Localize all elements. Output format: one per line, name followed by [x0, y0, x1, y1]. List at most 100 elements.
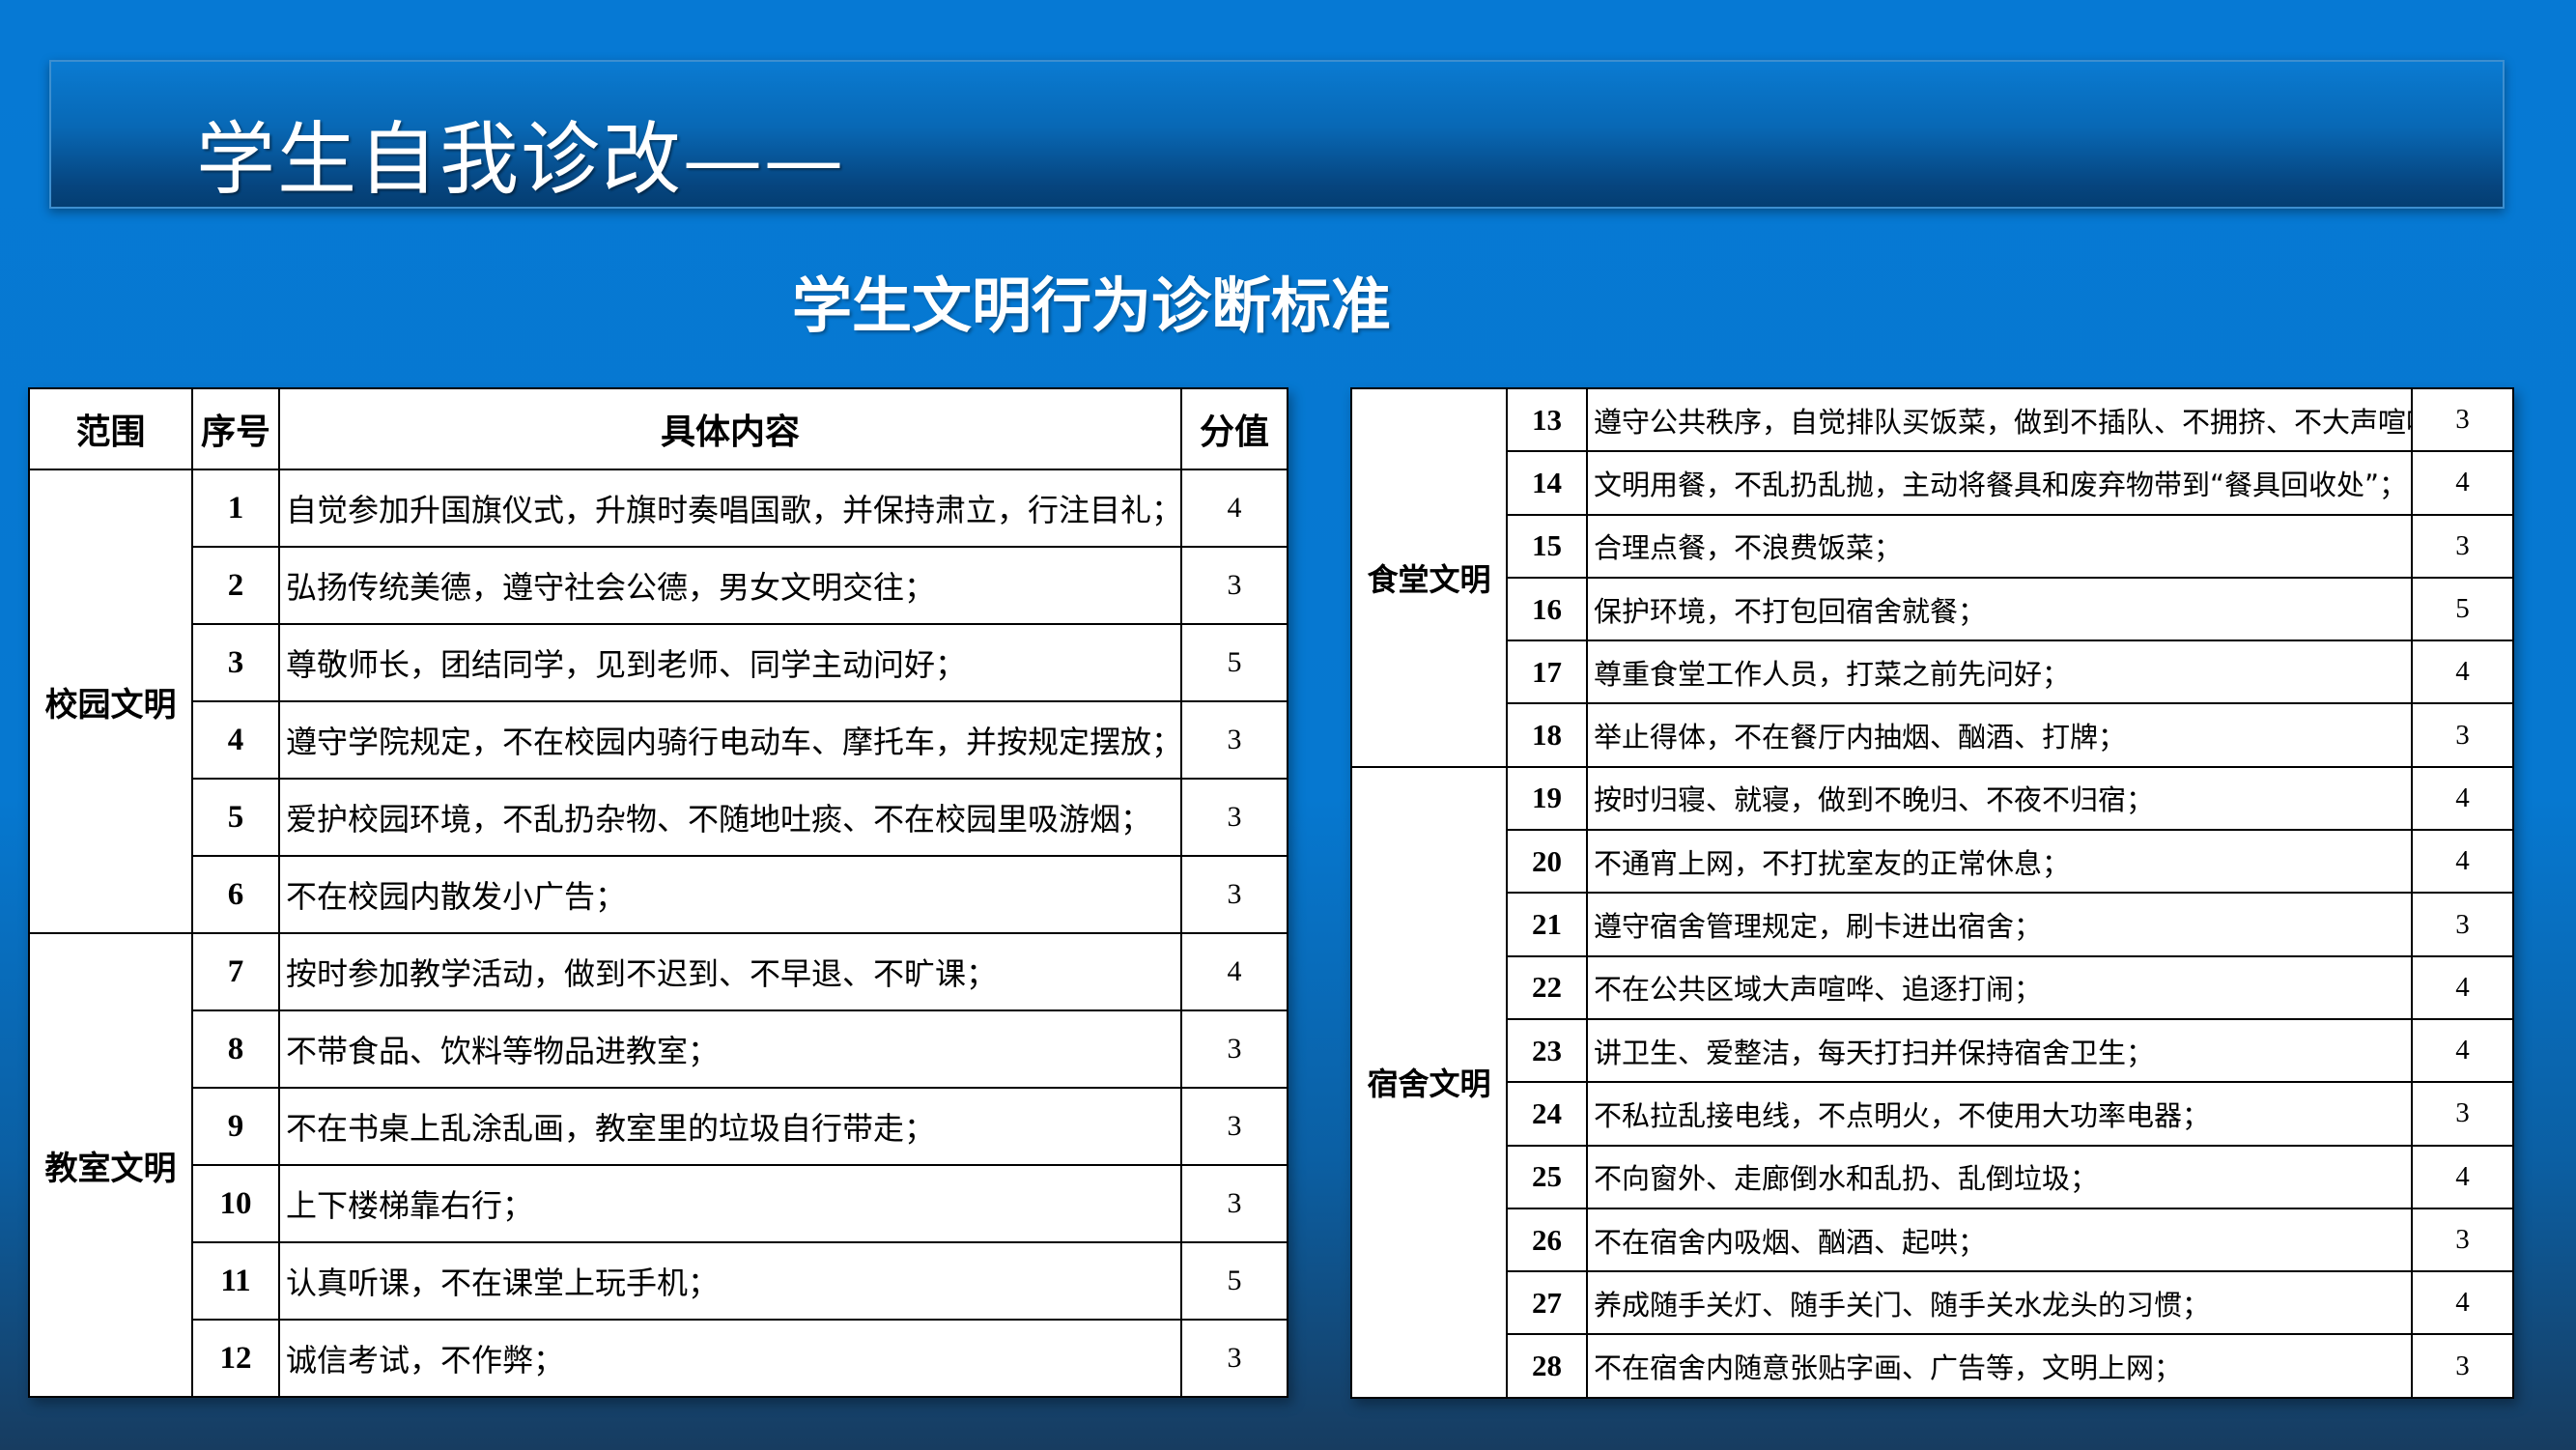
num-cell: 10: [191, 1164, 280, 1243]
num-cell: 15: [1506, 513, 1588, 579]
content-cell: 合理点餐，不浪费饭菜；: [1586, 513, 2413, 579]
score-cell: 4: [2411, 765, 2514, 832]
num-cell: 14: [1506, 450, 1588, 516]
table-row: 8 不带食品、饮料等物品进教室； 3: [29, 1009, 1288, 1089]
table-row: 16 保护环境，不打包回宿舍就餐； 5: [1351, 576, 2514, 642]
table-row: 18 举止得体，不在餐厅内抽烟、酗酒、打牌； 3: [1351, 702, 2514, 768]
num-cell: 1: [191, 469, 280, 548]
table-row: 21 遵守宿舍管理规定，刷卡进出宿舍； 3: [1351, 892, 2514, 957]
table-row: 14 文明用餐，不乱扔乱抛，主动将餐具和废弃物带到“餐具回收处”； 4: [1351, 450, 2514, 516]
content-cell: 文明用餐，不乱扔乱抛，主动将餐具和废弃物带到“餐具回收处”；: [1586, 450, 2413, 516]
score-cell: 3: [1180, 778, 1288, 857]
num-cell: 9: [191, 1087, 280, 1166]
score-cell: 4: [2411, 829, 2514, 895]
content-cell: 尊敬师长，团结同学，见到老师、同学主动问好；: [278, 623, 1182, 702]
criteria-table-left: 范围 序号 具体内容 分值 校园文明 1 自觉参加升国旗仪式，升旗时奏唱国歌，并保持…: [28, 387, 1288, 1398]
scope-cell: 宿舍文明: [1350, 765, 1508, 1399]
num-cell: 27: [1506, 1270, 1588, 1336]
table-row: 23 讲卫生、爱整洁，每天打扫并保持宿舍卫生； 4: [1351, 1017, 2514, 1084]
score-cell: 3: [1180, 546, 1288, 625]
table-row: 5 爱护校园环境，不乱扔杂物、不随地吐痰、不在校园里吸游烟； 3: [29, 778, 1288, 857]
num-cell: 21: [1506, 892, 1588, 957]
content-cell: 弘扬传统美德，遵守社会公德，男女文明交往；: [278, 546, 1182, 625]
content-cell: 保护环境，不打包回宿舍就餐；: [1586, 576, 2413, 642]
score-cell: 4: [2411, 640, 2514, 705]
content-cell: 养成随手关灯、随手关门、随手关水龙头的习惯；: [1586, 1270, 2413, 1336]
num-cell: 20: [1506, 829, 1588, 895]
score-cell: 4: [2411, 450, 2514, 516]
content-cell: 不在公共区域大声喧哗、追逐打闹；: [1586, 954, 2413, 1020]
criteria-table-right: 食堂文明 13 遵守公共秩序，自觉排队买饭菜，做到不插队、不拥挤、不大声喧哗； 3 14…: [1350, 386, 2514, 1399]
score-cell: 4: [2411, 1270, 2514, 1336]
num-cell: 12: [191, 1319, 280, 1398]
score-cell: 3: [2411, 1081, 2514, 1147]
content-cell: 举止得体，不在餐厅内抽烟、酗酒、打牌；: [1586, 702, 2413, 768]
content-cell: 自觉参加升国旗仪式，升旗时奏唱国歌，并保持肃立，行注目礼；: [278, 469, 1182, 548]
content-cell: 不通宵上网，不打扰室友的正常休息；: [1586, 829, 2413, 895]
table-row: 17 尊重食堂工作人员，打菜之前先问好； 4: [1351, 640, 2514, 705]
table-row: 宿舍文明 19 按时归寝、就寝，做到不晚归、不夜不归宿； 4: [1350, 765, 2514, 1399]
score-cell: 4: [1180, 932, 1288, 1011]
table-row: 4 遵守学院规定，不在校园内骑行电动车、摩托车，并按规定摆放； 3: [29, 700, 1288, 780]
score-cell: 3: [1180, 1319, 1288, 1398]
num-cell: 22: [1506, 954, 1588, 1020]
num-cell: 16: [1506, 576, 1588, 642]
score-cell: 3: [2411, 892, 2514, 957]
content-cell: 不在书桌上乱涂乱画，教室里的垃圾自行带走；: [278, 1087, 1182, 1166]
content-cell: 诚信考试，不作弊；: [278, 1319, 1182, 1398]
content-cell: 遵守学院规定，不在校园内骑行电动车、摩托车，并按规定摆放；: [278, 700, 1182, 780]
table-row: 校园文明 1 自觉参加升国旗仪式，升旗时奏唱国歌，并保持肃立，行注目礼； 4: [28, 469, 1288, 934]
table-row: 15 合理点餐，不浪费饭菜； 3: [1351, 513, 2514, 579]
scope-cell: 校园文明: [28, 469, 193, 934]
num-cell: 17: [1506, 640, 1588, 705]
table-row: 25 不向窗外、走廊倒水和乱扔、乱倒垃圾； 4: [1351, 1144, 2514, 1209]
content-cell: 不私拉乱接电线，不点明火，不使用大功率电器；: [1586, 1081, 2413, 1147]
content-cell: 遵守公共秩序，自觉排队买饭菜，做到不插队、不拥挤、不大声喧哗；: [1586, 386, 2413, 453]
num-cell: 26: [1506, 1207, 1588, 1273]
title-bar: 学生自我诊改——: [49, 60, 2505, 209]
score-cell: 3: [1180, 1164, 1288, 1243]
table-row: 10 上下楼梯靠右行； 3: [29, 1164, 1288, 1243]
table-row: 6 不在校园内散发小广告； 3: [29, 855, 1288, 934]
header-scope: 范围: [28, 387, 193, 470]
table-row: 20 不通宵上网，不打扰室友的正常休息； 4: [1351, 829, 2514, 895]
score-cell: 3: [1180, 1009, 1288, 1089]
content-cell: 尊重食堂工作人员，打菜之前先问好；: [1586, 640, 2413, 705]
table-row: 教室文明 7 按时参加教学活动，做到不迟到、不早退、不旷课； 4: [28, 932, 1288, 1398]
score-cell: 4: [2411, 1017, 2514, 1084]
num-cell: 18: [1506, 702, 1588, 768]
content-cell: 上下楼梯靠右行；: [278, 1164, 1182, 1243]
content-cell: 不带食品、饮料等物品进教室；: [278, 1009, 1182, 1089]
table-row: 22 不在公共区域大声喧哗、追逐打闹； 4: [1351, 954, 2514, 1020]
scope-cell: 教室文明: [28, 932, 193, 1398]
header-content: 具体内容: [278, 387, 1182, 470]
num-cell: 3: [191, 623, 280, 702]
content-cell: 认真听课，不在课堂上玩手机；: [278, 1241, 1182, 1321]
score-cell: 4: [2411, 954, 2514, 1020]
content-cell: 不在宿舍内吸烟、酗酒、起哄；: [1586, 1207, 2413, 1273]
score-cell: 3: [1180, 1087, 1288, 1166]
num-cell: 23: [1506, 1017, 1588, 1084]
num-cell: 7: [191, 932, 280, 1011]
table-row: 11 认真听课，不在课堂上玩手机； 5: [29, 1241, 1288, 1321]
page-subtitle: 学生文明行为诊断标准: [792, 270, 1392, 341]
num-cell: 13: [1506, 386, 1588, 453]
content-cell: 按时参加教学活动，做到不迟到、不早退、不旷课；: [278, 932, 1182, 1011]
num-cell: 8: [191, 1009, 280, 1089]
header-num: 序号: [191, 387, 280, 470]
table-row: 12 诚信考试，不作弊； 3: [29, 1319, 1288, 1398]
header-score: 分值: [1180, 387, 1288, 470]
content-cell: 讲卫生、爱整洁，每天打扫并保持宿舍卫生；: [1586, 1017, 2413, 1084]
score-cell: 3: [1180, 855, 1288, 934]
score-cell: 3: [2411, 1333, 2514, 1399]
score-cell: 3: [2411, 1207, 2514, 1273]
num-cell: 11: [191, 1241, 280, 1321]
num-cell: 2: [191, 546, 280, 625]
table-header-row: 范围 序号 具体内容 分值: [28, 387, 1288, 470]
scope-cell: 食堂文明: [1350, 387, 1508, 768]
score-cell: 5: [1180, 623, 1288, 702]
content-cell: 不在校园内散发小广告；: [278, 855, 1182, 934]
table-row: 3 尊敬师长，团结同学，见到老师、同学主动问好； 5: [29, 623, 1288, 702]
score-cell: 3: [2411, 386, 2514, 453]
table-row: 27 养成随手关灯、随手关门、随手关水龙头的习惯； 4: [1351, 1270, 2514, 1336]
